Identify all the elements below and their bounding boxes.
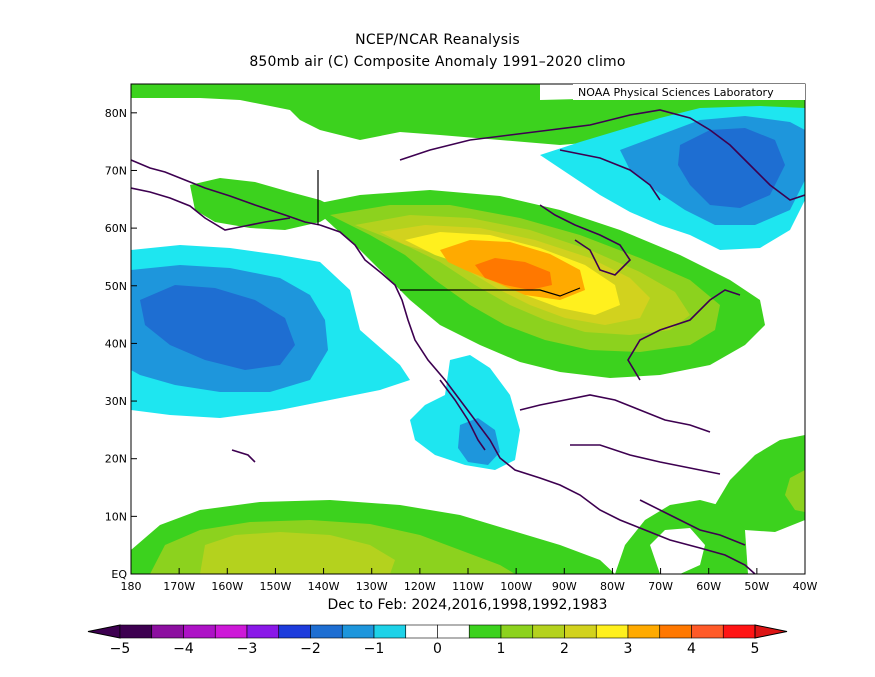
colorbar-swatch [627,624,661,639]
warm-anomaly-atlantic-inner [785,470,805,512]
longitude-axis: 180 170W 160W 150W 140W 130W 120W 110W 100W 90W 80… [121,568,818,593]
colorbar-swatch [119,624,153,639]
colorbar-label: 2 [560,641,569,657]
colorbar-swatch [341,624,375,639]
warm-anomaly-tropical-pacific-inner [200,532,395,574]
cold-anomaly-north-pacific-core [140,285,295,370]
lon-label: 110W [452,580,484,593]
colorbar-swatch [500,624,534,639]
colorbar-label: −3 [237,641,258,657]
colorbar-swatch [310,624,343,639]
colorbar-swatch [437,624,470,639]
colorbar-swatch [659,624,692,639]
colorbar-under-arrow [87,624,121,639]
lon-label: 50W [744,580,769,593]
lon-label: 140W [308,580,340,593]
lon-label: 120W [404,580,436,593]
lon-label: 180 [121,580,142,593]
lat-label: EQ [111,568,127,581]
colorbar-label: −4 [173,641,194,657]
lat-label: 70N [105,164,127,177]
colorbar-label: 3 [624,641,633,657]
colorbar-swatch [691,624,724,639]
lat-label: 20N [105,453,127,466]
colorbar-label: 5 [751,641,760,657]
colorbar-label: 0 [433,641,442,657]
lon-label: 160W [211,580,243,593]
credit-box [573,84,805,100]
colorbar-label: 1 [497,641,506,657]
latitude-axis: 80N 70N 60N 50N 40N 30N 20N 10N EQ [105,107,137,581]
chart-title: NCEP/NCAR Reanalysis [355,32,520,48]
colorbar-swatch [278,624,311,639]
lon-label: 100W [500,580,532,593]
lat-label: 10N [105,510,127,523]
anomaly-field [131,84,805,574]
colorbar-swatch [405,624,438,639]
lon-label: 80W [600,580,625,593]
colorbar: −5 −4 −3 −2 −1 0 1 2 3 4 5 [87,624,788,657]
land-white-patch [650,528,705,574]
anomaly-contour-3-5 [475,258,552,290]
lon-label: 40W [793,580,818,593]
colorbar-over-arrow [754,624,788,639]
colorbar-swatch [468,624,502,639]
coastlines [131,109,805,574]
colorbar-swatch [214,624,248,639]
credit-label: NOAA Physical Sciences Laboratory [578,86,774,99]
lon-label: 60W [696,580,721,593]
colorbar-swatch [151,624,184,639]
colorbar-swatch [373,624,407,639]
borders [317,170,581,297]
warm-anomaly-alaska [190,178,340,230]
colorbar-swatch [595,624,629,639]
chart-subtitle: 850mb air (C) Composite Anomaly 1991–202… [249,54,626,70]
colorbar-swatch [532,624,565,639]
lon-label: 170W [163,580,195,593]
cold-anomaly-greenland-core [678,128,785,208]
lon-label: 90W [552,580,577,593]
lat-label: 50N [105,280,127,293]
colorbar-swatch [246,624,280,639]
lon-label: 150W [259,580,291,593]
lon-label: 130W [356,580,388,593]
lat-label: 40N [105,337,127,350]
colorbar-label: −5 [110,641,131,657]
lat-label: 60N [105,222,127,235]
colorbar-label: −1 [364,641,385,657]
warm-anomaly-atlantic [715,435,805,532]
colorbar-swatch [722,624,756,639]
colorbar-swatch [183,624,216,639]
lon-label: 70W [648,580,673,593]
lat-label: 30N [105,395,127,408]
lat-label: 80N [105,107,127,120]
colorbar-label: 4 [687,641,696,657]
period-label: Dec to Feb: 2024,2016,1998,1992,1983 [327,597,608,613]
colorbar-label: −2 [300,641,321,657]
colorbar-swatch [564,624,597,639]
